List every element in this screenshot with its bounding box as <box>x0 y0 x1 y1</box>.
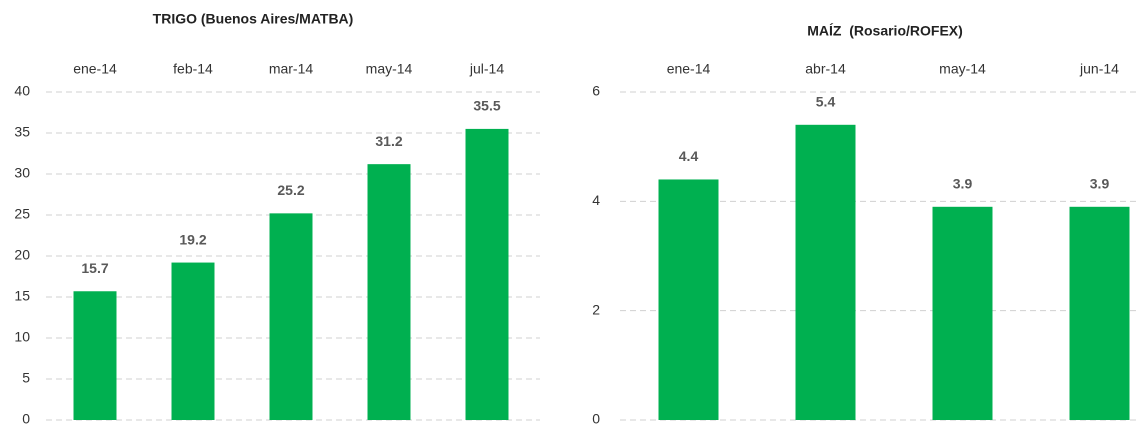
y-tick-label: 0 <box>592 411 600 425</box>
x-tick-label: jul-14 <box>469 61 504 77</box>
y-tick-label: 30 <box>14 165 30 181</box>
y-tick-label: 2 <box>592 301 600 317</box>
bar <box>795 124 856 421</box>
data-label: 4.4 <box>679 148 699 164</box>
y-tick-label: 6 <box>592 83 600 99</box>
x-tick-label: abr-14 <box>805 61 846 77</box>
x-tick-label: may-14 <box>366 61 413 77</box>
data-label: 3.9 <box>953 176 973 192</box>
bar <box>465 128 509 420</box>
chart-title: MAÍZ (Rosario/ROFEX) <box>807 23 963 39</box>
x-tick-label: jun-14 <box>1079 61 1119 77</box>
y-tick-label: 15 <box>14 288 30 304</box>
y-tick-label: 35 <box>14 124 30 140</box>
data-label: 5.4 <box>816 94 836 110</box>
bar <box>932 206 993 420</box>
data-label: 3.9 <box>1090 176 1110 192</box>
x-tick-label: may-14 <box>939 61 986 77</box>
bar <box>171 262 215 420</box>
data-label: 31.2 <box>375 133 402 149</box>
x-tick-label: mar-14 <box>269 61 314 77</box>
y-tick-label: 4 <box>592 192 600 208</box>
bar <box>73 291 117 420</box>
bar <box>1069 206 1130 420</box>
x-tick-label: ene-14 <box>73 61 117 77</box>
y-tick-label: 10 <box>14 329 30 345</box>
data-label: 35.5 <box>473 98 500 114</box>
data-label: 15.7 <box>81 260 108 276</box>
bar <box>367 164 411 420</box>
y-tick-label: 40 <box>14 83 30 99</box>
y-tick-label: 5 <box>22 370 30 386</box>
x-tick-label: feb-14 <box>173 61 213 77</box>
y-tick-label: 0 <box>22 411 30 425</box>
bar <box>269 213 313 420</box>
data-label: 19.2 <box>179 231 206 247</box>
data-label: 25.2 <box>277 182 304 198</box>
bar <box>658 179 719 420</box>
y-tick-label: 25 <box>14 206 30 222</box>
x-tick-label: ene-14 <box>667 61 711 77</box>
y-tick-label: 20 <box>14 247 30 263</box>
chart-title: TRIGO (Buenos Aires/MATBA) <box>153 11 354 27</box>
